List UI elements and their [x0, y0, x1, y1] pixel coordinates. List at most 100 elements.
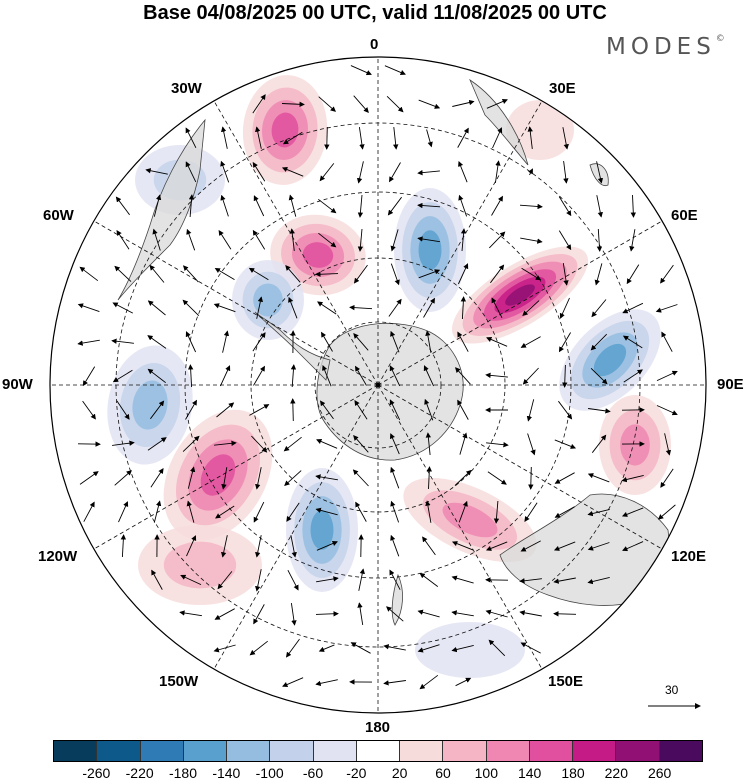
- lon-label-60e: 60E: [671, 207, 698, 224]
- wind-arrow: [621, 474, 644, 483]
- anomaly-contour: [418, 230, 442, 270]
- wind-arrow: [660, 264, 674, 284]
- wind-arrow: [147, 437, 167, 451]
- anomaly-contour: [163, 541, 237, 589]
- wind-arrow: [83, 501, 95, 522]
- wind-arrow: [386, 95, 404, 113]
- colorbar-segment-0: [54, 741, 98, 761]
- wind-arrow: [623, 369, 643, 383]
- wind-arrow: [149, 264, 165, 283]
- colorbar-segment-10: [486, 741, 530, 761]
- lon-label-180: 180: [365, 719, 391, 736]
- wind-arrow: [255, 569, 262, 592]
- wind-arrow: [425, 432, 432, 455]
- wind-arrow: [417, 644, 440, 653]
- wind-arrow: [587, 473, 610, 483]
- wind-arrow: [179, 610, 202, 617]
- wind-arrow: [118, 501, 129, 523]
- colorbar-tick-label: 140: [517, 765, 542, 781]
- wind-arrow: [77, 339, 100, 346]
- anomaly-contour: [132, 380, 168, 430]
- wind-arrow: [215, 505, 235, 519]
- wind-arrow: [520, 336, 541, 348]
- meridian-line: [377, 220, 663, 386]
- lon-label-150e: 150E: [548, 673, 584, 690]
- colorbar-tick-label: 260: [647, 765, 672, 781]
- wind-arrow: [558, 332, 571, 353]
- wind-arrow: [630, 194, 636, 218]
- positive-anomaly: [138, 525, 262, 605]
- wind-arrow: [458, 194, 468, 217]
- wind-arrow: [285, 638, 300, 658]
- anomaly-contour: [620, 424, 650, 466]
- wind-arrow: [352, 469, 369, 487]
- wind-arrow: [562, 263, 569, 286]
- wind-arrow: [186, 535, 197, 557]
- wind-arrow: [322, 364, 332, 387]
- map-boundary: [49, 56, 707, 714]
- colorbar-tick-label: -140: [212, 765, 241, 781]
- wind-arrow: [114, 470, 132, 486]
- lon-label-120e: 120E: [671, 548, 707, 565]
- wind-arrow: [315, 507, 338, 516]
- wind-arrow: [493, 500, 500, 524]
- wind-arrow: [252, 94, 266, 114]
- wind-arrow: [389, 365, 401, 387]
- wind-arrow: [657, 504, 676, 520]
- wind-arrow: [112, 302, 134, 314]
- meridian-line: [93, 384, 379, 550]
- wind-arrow: [664, 433, 672, 456]
- wind-arrow: [147, 368, 166, 384]
- wind-arrow: [252, 161, 266, 182]
- wind-arrow: [253, 365, 265, 386]
- wind-arrow: [249, 640, 268, 656]
- wind-arrow: [82, 400, 96, 420]
- wind-arrow: [185, 399, 197, 420]
- wind-arrow: [559, 297, 570, 319]
- wind-arrow: [553, 577, 576, 584]
- wind-arrow: [460, 228, 467, 252]
- wind-arrow: [182, 299, 200, 317]
- wind-arrow: [485, 372, 508, 379]
- colorbar-tick-label: 60: [435, 765, 451, 781]
- wind-arrow: [318, 644, 335, 652]
- anomaly-contour: [442, 502, 498, 538]
- wind-arrow: [562, 127, 569, 150]
- lon-label-60w: 60W: [43, 207, 74, 224]
- colorbar-segment-2: [140, 741, 184, 761]
- anomaly-contour: [593, 343, 627, 377]
- lon-label-150w: 150W: [159, 673, 199, 690]
- positive-anomaly: [163, 409, 273, 541]
- colorbar-tick-label: -20: [346, 765, 367, 781]
- new-zealand: [391, 573, 403, 626]
- lon-label-0: 0: [370, 36, 379, 53]
- wind-arrow: [388, 298, 402, 317]
- copyright-mark: ©: [715, 34, 725, 44]
- wind-arrow: [150, 400, 165, 420]
- wind-arrow: [353, 435, 369, 453]
- wind-arrow: [389, 399, 401, 421]
- wind-arrow: [284, 470, 302, 487]
- wind-arrow: [254, 126, 262, 149]
- wind-arrow: [253, 604, 265, 625]
- wind-arrow: [389, 162, 401, 183]
- wind-arrow: [116, 230, 130, 250]
- positive-anomaly: [403, 477, 537, 563]
- wind-arrow: [214, 608, 235, 620]
- wind-arrow: [319, 400, 334, 420]
- wind-arrow: [390, 229, 399, 252]
- wind-arrow: [451, 644, 474, 653]
- wind-arrow: [383, 644, 406, 651]
- wind-arrow: [562, 364, 568, 388]
- colorbar-segment-9: [443, 741, 487, 761]
- wind-arrow: [316, 576, 339, 583]
- wind-arrow: [186, 500, 195, 523]
- wind-arrow: [350, 642, 371, 654]
- wind-arrow: [594, 263, 603, 286]
- wind-arrow: [418, 99, 441, 109]
- wind-arrow: [358, 568, 365, 591]
- wind-arrow: [590, 333, 608, 351]
- colorbar-segment-12: [573, 741, 617, 761]
- wind-arrow: [527, 126, 533, 149]
